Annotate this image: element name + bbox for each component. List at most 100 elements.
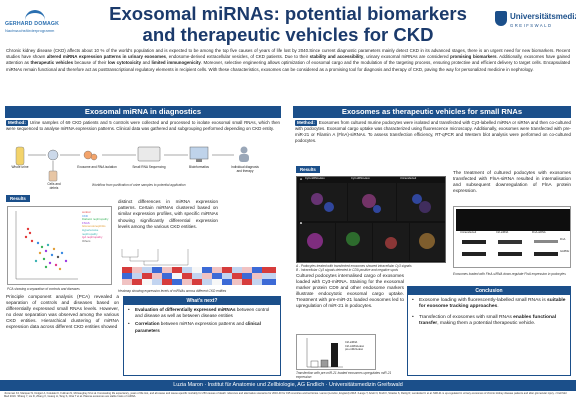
micro-label: Untransfected (400, 177, 417, 180)
micro-caption-b: B - Intracellular Cy3 signals detected i… (296, 268, 399, 273)
workflow-caption: Workflow from purification of urine samp… (92, 183, 186, 187)
logo-right-sub: GREIFSWALD (510, 23, 553, 28)
bar-pre-mir21 (331, 343, 338, 367)
pca-legend-item: FSGS (82, 220, 90, 225)
centrifuge-icon (47, 149, 59, 161)
bar-ctrl-sirna (310, 360, 319, 368)
unimed-logo: Universitätsmedizin GREIFSWALD (495, 10, 576, 36)
sequencer-icon (137, 146, 161, 162)
bar-ctrl-mirna (320, 359, 329, 368)
pca-legend-item: Hypertensive nephropathy (82, 227, 99, 236)
micro-panel-letter: A (300, 177, 303, 181)
whats-next-box: What's next? Evaluation of differentiall… (123, 296, 281, 376)
pca-legend-item: Diabetic nephropathy (82, 217, 109, 222)
computer-icon (189, 146, 209, 162)
mir21-bar-chart: Ctrl-siRNA Ctrl-miRNA+Exo pre-miR21+Exo (296, 334, 376, 370)
micro-label: Cy3-miRNA+Exo (305, 177, 325, 180)
bar-legend-item: Ctrl-siRNA (345, 341, 358, 344)
logo-left-sub: Nachwuchsförderprogramm (5, 28, 55, 33)
intro-paragraph: Chronic kidney disease (CKD) affects abo… (6, 48, 571, 72)
workflow-step-therapy: Individual diagnosis and therapy (231, 165, 259, 173)
western-blot-figure: Untransfected Ctrl-siRNA FlnA-siRNA FlnA… (453, 206, 571, 268)
exosome-icon (83, 150, 98, 161)
bar-legend-item: pre-miR21+Exo (345, 348, 364, 352)
conclusion-item: Transfection of exosomes with small RNAs… (410, 315, 566, 328)
conclusion-box: Conclusion Exosome loading with fluoresc… (407, 286, 571, 376)
pca-legend-item: IgA nephropathy (82, 235, 103, 240)
micro-panel-letter: B (300, 221, 303, 225)
heatmap-figure (118, 245, 280, 288)
micro-row-b (299, 223, 445, 261)
band-gapdh-ctrl (498, 252, 522, 256)
patient-icon (239, 146, 249, 162)
left-results-text: distinct differences in miRNA expression… (118, 199, 218, 229)
method-label: Method: (6, 120, 28, 126)
wb-caption: Exosomes loaded with FlnA-siRNA down-reg… (453, 272, 566, 276)
workflow-step-bioinfo: Bioinformatics (188, 165, 210, 169)
workflow-step-sequencing: Small RNA Sequencing (132, 165, 166, 169)
pca-caption: PCA showing a separation of controls and… (7, 287, 80, 291)
left-results-label: Results (6, 195, 30, 202)
logo-right-name: Universitätsmedizin (510, 12, 576, 21)
wb-row-label: GAPDH (560, 250, 570, 253)
pca-points (24, 227, 68, 271)
workflow-step-isolation: Exosome and RNA isolation (77, 165, 117, 169)
micro-row-a (299, 183, 445, 221)
right-results-label: Results (296, 166, 320, 173)
title-line-2: and therapeutic vehicles for CKD (142, 24, 434, 45)
wb-lane-label: Ctrl-siRNA (496, 231, 509, 234)
wb-lane-label: Untransfected (460, 231, 477, 234)
band-flna-untransfected (462, 240, 486, 244)
band-flna-ctrl (498, 240, 522, 244)
bar-caption: Transfection with pre-miR-21 loaded exos… (296, 371, 392, 380)
conclusion-item: Exosome loading with fluorescently-label… (410, 298, 566, 311)
wb-lane-label: FlnA-siRNA (532, 231, 546, 234)
flna-fluorescence (456, 209, 570, 231)
conclusion-heading: Conclusion (408, 287, 570, 295)
pca-plot: control CKD Diabetic nephropathy FSGS Gl… (7, 206, 112, 285)
whats-next-heading: What's next? (124, 297, 280, 305)
microscopy-panel: A B Cy3-miRNA+Exo Cy3-siRNA+Exo Untransf… (296, 176, 446, 263)
debris-tube-icon (48, 170, 58, 182)
pca-legend: control CKD Diabetic nephropathy FSGS Gl… (82, 210, 112, 243)
pca-legend-item: Others (82, 238, 91, 243)
whats-next-item: Correlation between miRNA expression pat… (126, 321, 276, 333)
pca-legend-item: Glomerulonephritis (82, 224, 106, 229)
flna-text: The treatment of cultured podocytes with… (453, 170, 571, 194)
band-flna-sirna (534, 240, 558, 243)
references: ¹Foreman KJ, Marquez N, Dolgert A, Fukut… (4, 392, 567, 399)
shield-icon (495, 11, 507, 26)
pca-legend-item: CKD (82, 213, 88, 218)
poster-title: Exosomal miRNAs: potential biomarkers an… (90, 3, 486, 45)
title-line-1: Exosomal miRNAs: potential biomarkers (109, 3, 467, 24)
logo-left-name: GERHARD DOMAGK (5, 21, 60, 27)
bar-legend: Ctrl-siRNA Ctrl-miRNA+Exo pre-miR21+Exo (345, 341, 377, 352)
pca-description: Principle component analysis (PCA) revea… (6, 294, 119, 330)
pca-legend-item: control (82, 210, 91, 214)
whats-next-item: Evaluation of differentially expressed m… (126, 307, 276, 319)
wb-row-label: FlnA (560, 238, 566, 241)
right-section-heading: Exosomes as therapeutic vehicles for sma… (293, 106, 571, 118)
micro-caption-a: A - Podocytes treated with transfected e… (296, 264, 412, 268)
heatmap-dendrogram (121, 249, 189, 266)
microscopy-caption: A - Podocytes treated with transfected e… (296, 264, 448, 273)
workflow-step-urine: Whole urine (11, 165, 29, 169)
micro-label: Cy3-siRNA+Exo (351, 177, 370, 180)
arc-icon (25, 10, 45, 22)
domagk-logo: GERHARD DOMAGK Nachwuchsförderprogramm (5, 10, 73, 36)
heatmap-cells (122, 267, 276, 285)
footer-author: Luzia Maron · Institut für Anatomie und … (0, 380, 576, 391)
bar-legend-item: Ctrl-miRNA+Exo (345, 344, 365, 348)
right-method: Method: Exosomes from cultured murine pod… (295, 120, 571, 144)
right-results-text: Cultured podocytes internalised cargo of… (296, 273, 404, 308)
band-gapdh-sirna (534, 252, 558, 256)
heatmap-caption: Heatmap showing expression levels of miR… (118, 289, 227, 293)
band-gapdh-untransfected (462, 252, 486, 256)
workflow-step-debris: Cells and debris (47, 182, 61, 190)
workflow-diagram: Whole urine Cells and debris Exosome and… (8, 139, 280, 191)
method-label: Method: (295, 120, 317, 126)
left-section-heading: Exosomal miRNA in diagnostics (5, 106, 281, 118)
left-method: Method: Urine samples of 69 CKD patients … (6, 120, 280, 132)
poster-header: GERHARD DOMAGK Nachwuchsförderprogramm E… (0, 0, 576, 47)
urine-tube-icon (15, 146, 25, 166)
